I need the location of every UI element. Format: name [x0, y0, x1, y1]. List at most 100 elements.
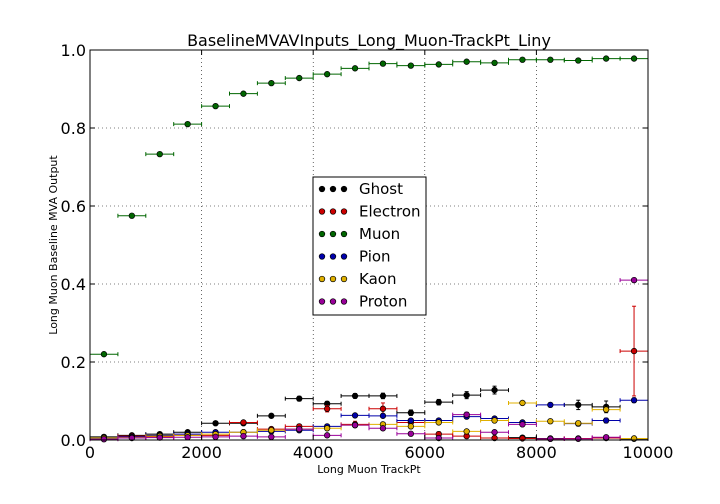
data-point — [436, 399, 442, 405]
legend: Ghost Electron Muon Pion Kaon Proton — [313, 177, 426, 315]
data-point — [352, 422, 358, 428]
data-point — [380, 406, 386, 412]
legend-marker — [319, 254, 325, 260]
data-point — [548, 402, 554, 408]
data-point — [492, 60, 498, 66]
data-point — [213, 434, 219, 440]
legend-label: Proton — [359, 293, 407, 311]
y-tick-label: 0.4 — [61, 275, 86, 294]
legend-marker — [341, 276, 347, 282]
data-point — [352, 393, 358, 399]
data-point — [492, 429, 498, 435]
data-point — [436, 420, 442, 426]
data-point — [492, 418, 498, 424]
chart-title: BaselineMVAVInputs_Long_Muon-TrackPt_Lin… — [187, 31, 551, 51]
data-point — [213, 420, 219, 426]
data-point — [408, 424, 414, 430]
x-tick-label: 0 — [85, 443, 95, 462]
data-point — [296, 75, 302, 81]
legend-marker — [341, 231, 347, 237]
data-point — [269, 80, 275, 86]
data-point — [380, 61, 386, 67]
legend-marker — [341, 186, 347, 192]
legend-marker — [330, 299, 336, 305]
data-point — [603, 418, 609, 424]
y-tick-label: 0.8 — [61, 119, 86, 138]
legend-marker — [319, 299, 325, 305]
data-point — [464, 59, 470, 65]
data-point — [352, 413, 358, 419]
data-point — [352, 66, 358, 72]
y-axis-label: Long Muon Baseline MVA Output — [47, 155, 60, 335]
data-point — [185, 434, 191, 440]
x-axis-label: Long Muon TrackPt — [317, 463, 421, 476]
data-point — [241, 433, 247, 439]
data-point — [631, 397, 637, 403]
x-tick-label: 2000 — [181, 443, 222, 462]
legend-marker — [341, 209, 347, 215]
data-point — [603, 407, 609, 413]
data-point — [603, 56, 609, 62]
data-point — [464, 392, 470, 398]
data-point — [101, 351, 107, 357]
data-point — [296, 426, 302, 432]
data-point — [631, 277, 637, 283]
data-point — [492, 387, 498, 393]
data-point — [464, 429, 470, 435]
legend-label: Pion — [359, 248, 391, 266]
legend-marker — [319, 231, 325, 237]
legend-marker — [341, 254, 347, 260]
data-point — [520, 400, 526, 406]
y-tick-label: 0.6 — [61, 197, 86, 216]
legend-marker — [319, 276, 325, 282]
data-point — [129, 213, 135, 219]
data-point — [324, 406, 330, 412]
legend-marker — [319, 186, 325, 192]
data-point — [575, 420, 581, 426]
y-tick-label: 0.0 — [61, 431, 86, 450]
data-point — [157, 151, 163, 157]
data-point — [380, 426, 386, 432]
data-point — [241, 420, 247, 426]
data-point — [324, 71, 330, 77]
data-point — [520, 57, 526, 63]
data-point — [324, 426, 330, 432]
x-tick-label: 10000 — [623, 443, 674, 462]
data-point — [631, 56, 637, 62]
data-point — [520, 422, 526, 428]
data-point — [631, 348, 637, 354]
x-tick-label: 4000 — [293, 443, 334, 462]
data-point — [436, 62, 442, 68]
data-point — [575, 436, 581, 442]
data-point — [464, 412, 470, 418]
data-point — [269, 427, 275, 433]
data-point — [548, 57, 554, 63]
legend-marker — [341, 299, 347, 305]
data-point — [575, 402, 581, 408]
data-point — [548, 436, 554, 442]
data-point — [408, 410, 414, 416]
data-point — [380, 413, 386, 419]
data-point — [380, 393, 386, 399]
legend-marker — [330, 276, 336, 282]
data-point — [603, 434, 609, 440]
data-point — [269, 413, 275, 419]
x-tick-label: 6000 — [404, 443, 445, 462]
y-tick-label: 1.0 — [61, 41, 86, 60]
legend-label: Muon — [359, 225, 400, 243]
legend-label: Ghost — [359, 180, 403, 198]
data-point — [241, 91, 247, 97]
legend-marker — [330, 231, 336, 237]
y-tick-label: 0.2 — [61, 353, 86, 372]
legend-marker — [330, 209, 336, 215]
data-point — [575, 58, 581, 64]
legend-marker — [330, 186, 336, 192]
x-tick-label: 8000 — [516, 443, 557, 462]
legend-label: Kaon — [359, 270, 396, 288]
data-point — [269, 434, 275, 440]
data-point — [185, 121, 191, 127]
legend-marker — [330, 254, 336, 260]
data-point — [408, 63, 414, 69]
